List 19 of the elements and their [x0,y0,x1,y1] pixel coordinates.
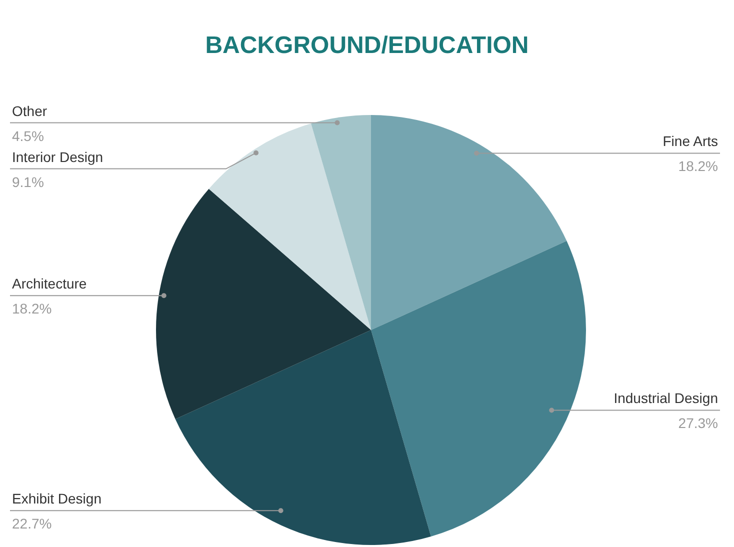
data-label: 9.1% [12,174,44,190]
pie-slice [371,240,586,536]
data-label: 27.3% [678,415,718,432]
slice-label: Exhibit Design [12,490,102,507]
slice-label: Fine Arts [662,133,718,150]
data-label: 18.2% [12,300,52,317]
slice-label: Architecture [12,276,87,292]
data-label: 4.5% [12,128,44,144]
pie-slice [208,124,371,330]
pie-slice [371,115,567,330]
chart-title: BACKGROUND/EDUCATION [205,32,529,59]
slice-label: Industrial Design [614,390,718,406]
slice-label: Interior Design [12,148,104,165]
pie-slice [156,188,371,420]
data-label: 18.2% [678,158,718,174]
slice-label: Other [12,102,48,119]
pie-slice [175,330,431,545]
data-label: 22.7% [12,516,52,532]
pie-slice [311,115,371,330]
